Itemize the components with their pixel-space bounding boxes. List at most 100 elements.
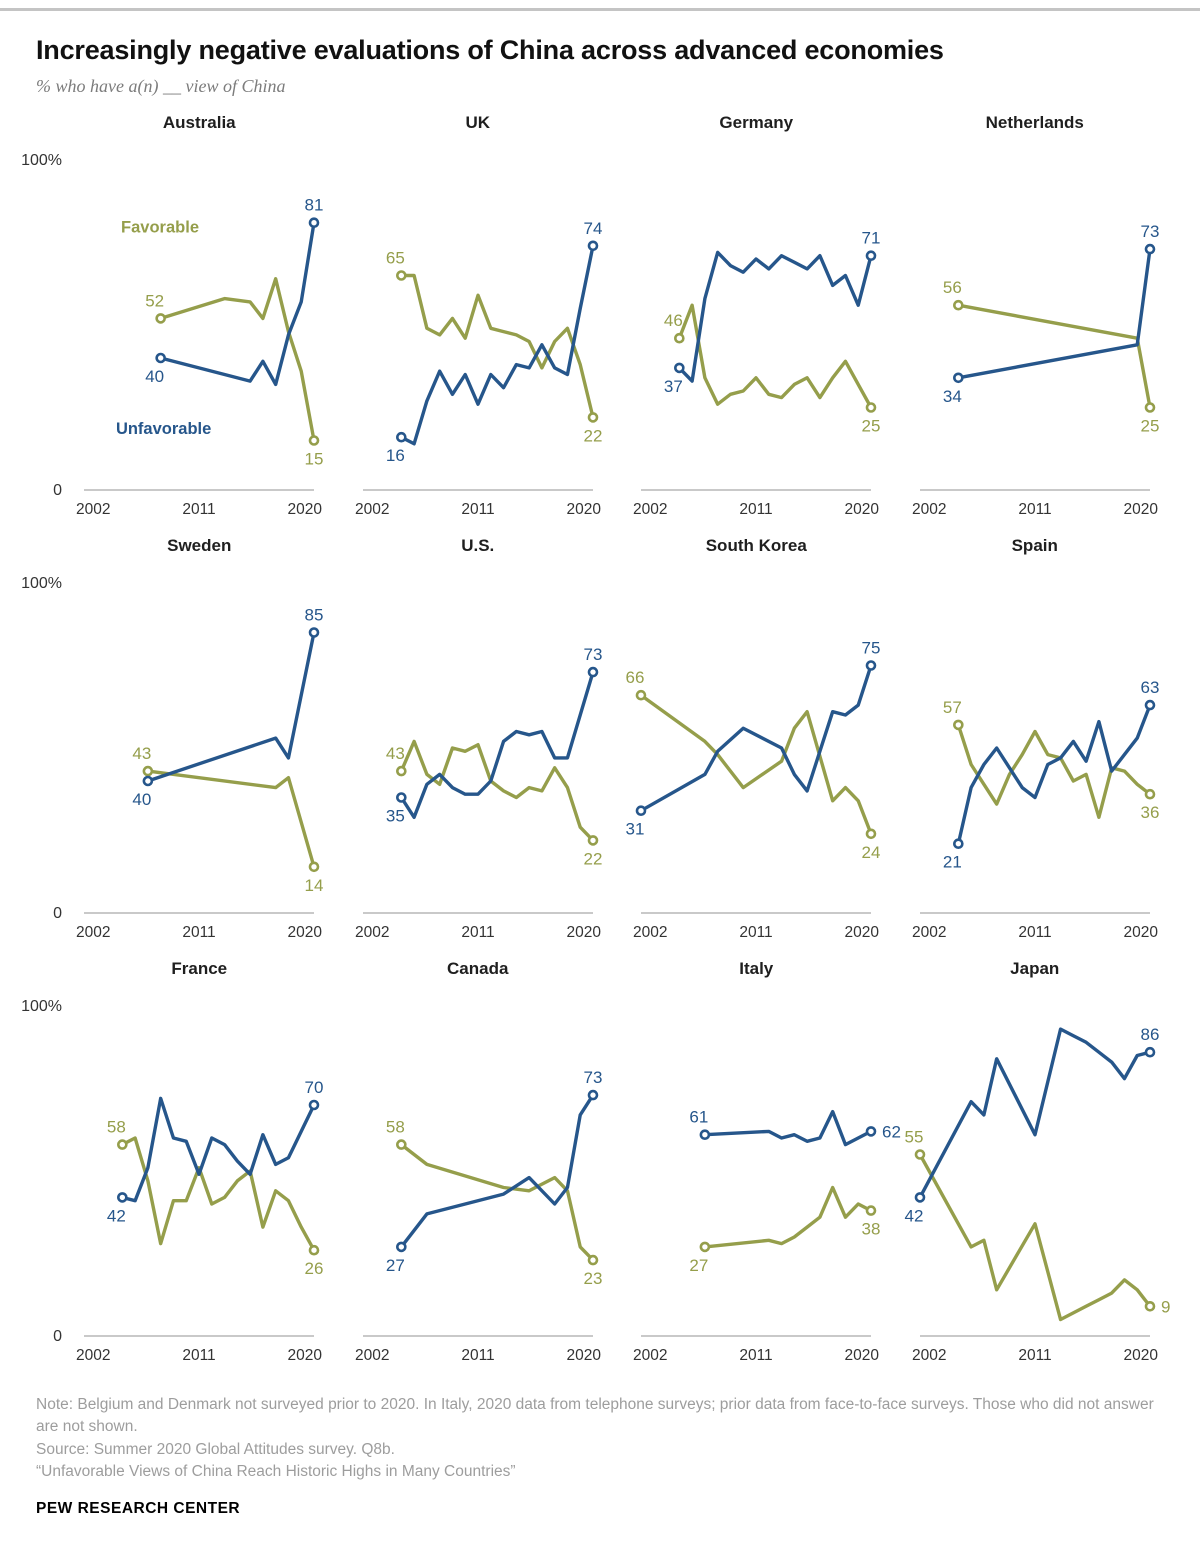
svg-text:2002: 2002 <box>76 501 110 518</box>
svg-text:2020: 2020 <box>1123 1347 1158 1364</box>
svg-text:22: 22 <box>583 426 602 445</box>
line-chart: 2002 2011 2020 46 25 37 71 <box>633 229 881 518</box>
svg-text:40: 40 <box>145 367 164 386</box>
note-line: Source: Summer 2020 Global Attitudes sur… <box>36 1440 395 1458</box>
svg-text:42: 42 <box>107 1206 126 1225</box>
svg-text:2002: 2002 <box>633 501 667 518</box>
svg-text:2020: 2020 <box>1123 501 1158 518</box>
svg-text:86: 86 <box>1140 1025 1159 1044</box>
svg-text:75: 75 <box>862 639 881 658</box>
svg-text:2011: 2011 <box>183 1347 216 1364</box>
page-container: Increasingly negative evaluations of Chi… <box>0 35 1200 1518</box>
svg-text:2002: 2002 <box>912 924 946 941</box>
svg-text:58: 58 <box>386 1118 405 1137</box>
line-chart: 2002 2011 2020 100% 0 43 14 40 85 <box>21 575 324 941</box>
line-chart: 2002 2011 2020 27 38 61 62 <box>633 1108 901 1364</box>
svg-text:57: 57 <box>943 698 962 717</box>
chart-panel: U.S. 2002 2011 2020 43 22 35 73 <box>343 536 614 943</box>
chart-subtitle: % who have a(n) __ view of China <box>36 76 286 96</box>
line-chart: 2002 2011 2020 58 23 27 73 <box>355 1068 602 1364</box>
svg-text:38: 38 <box>862 1220 881 1239</box>
chart-panel: Australia 2002 2011 2020 100% 0 Favorable Unfa… <box>21 113 335 520</box>
svg-text:34: 34 <box>943 387 962 406</box>
chart-panel: Canada 2002 2011 2020 58 23 27 73 <box>343 959 614 1366</box>
svg-text:100%: 100% <box>21 575 62 592</box>
chart-panel: Sweden 2002 2011 2020 100% 0 43 14 40 85 <box>21 536 335 943</box>
svg-text:61: 61 <box>690 1108 709 1127</box>
line-chart: 2002 2011 2020 100% 0 Favorable Unfavorable 52 1… <box>21 152 324 518</box>
svg-text:15: 15 <box>305 450 324 469</box>
svg-text:81: 81 <box>305 196 324 215</box>
svg-text:2002: 2002 <box>355 1347 389 1364</box>
chart-title: South Korea <box>705 536 807 555</box>
svg-text:65: 65 <box>386 249 405 268</box>
svg-text:Favorable: Favorable <box>121 219 199 237</box>
chart-title: Canada <box>447 959 509 978</box>
svg-text:62: 62 <box>882 1122 901 1141</box>
svg-text:73: 73 <box>1140 222 1159 241</box>
svg-text:25: 25 <box>1140 417 1159 436</box>
svg-text:2002: 2002 <box>912 501 946 518</box>
chart-title: Sweden <box>167 536 232 555</box>
svg-text:2011: 2011 <box>740 1347 773 1364</box>
svg-text:21: 21 <box>943 853 962 872</box>
svg-text:2011: 2011 <box>1018 501 1051 518</box>
svg-text:2002: 2002 <box>912 1347 946 1364</box>
svg-text:25: 25 <box>862 417 881 436</box>
line-chart: 2002 2011 2020 43 22 35 73 <box>355 645 602 941</box>
line-chart: 2002 2011 2020 55 9 42 86 <box>904 1025 1170 1364</box>
svg-text:2020: 2020 <box>288 501 323 518</box>
svg-text:100%: 100% <box>21 998 62 1015</box>
top-divider <box>0 8 1200 11</box>
svg-text:71: 71 <box>862 229 881 248</box>
chart-title: UK <box>465 113 491 132</box>
svg-text:23: 23 <box>583 1269 602 1288</box>
svg-text:2011: 2011 <box>461 1347 494 1364</box>
line-chart: 2002 2011 2020 57 36 21 63 <box>912 678 1159 941</box>
svg-text:42: 42 <box>904 1206 923 1225</box>
svg-text:2011: 2011 <box>1018 924 1051 941</box>
svg-text:0: 0 <box>53 905 62 922</box>
svg-text:14: 14 <box>305 876 324 895</box>
svg-text:24: 24 <box>862 843 881 862</box>
chart-title: Germany <box>719 113 794 132</box>
chart-panel: UK 2002 2011 2020 65 22 16 74 <box>343 113 614 520</box>
chart-panel: Japan 2002 2011 2020 55 9 42 86 <box>900 959 1170 1366</box>
svg-text:73: 73 <box>583 1068 602 1087</box>
svg-text:Unfavorable: Unfavorable <box>116 420 211 438</box>
svg-text:55: 55 <box>904 1128 923 1147</box>
svg-text:2011: 2011 <box>1018 1347 1051 1364</box>
svg-text:56: 56 <box>943 278 962 297</box>
line-chart: 2002 2011 2020 66 24 31 75 <box>626 639 881 942</box>
svg-text:2020: 2020 <box>845 501 880 518</box>
svg-text:22: 22 <box>583 849 602 868</box>
svg-text:2011: 2011 <box>740 924 773 941</box>
svg-text:2020: 2020 <box>566 501 601 518</box>
svg-text:2002: 2002 <box>76 924 110 941</box>
svg-text:2011: 2011 <box>183 501 216 518</box>
svg-text:70: 70 <box>305 1078 324 1097</box>
svg-text:2002: 2002 <box>355 924 389 941</box>
svg-text:2020: 2020 <box>566 1347 601 1364</box>
svg-text:73: 73 <box>583 645 602 664</box>
page-title: Increasingly negative evaluations of Chi… <box>36 35 944 65</box>
svg-text:2002: 2002 <box>633 1347 667 1364</box>
svg-text:35: 35 <box>386 807 405 826</box>
chart-panel: Spain 2002 2011 2020 57 36 21 63 <box>900 536 1171 943</box>
svg-text:100%: 100% <box>21 152 62 169</box>
svg-text:2020: 2020 <box>566 924 601 941</box>
chart-title: Australia <box>162 113 236 132</box>
chart-title: France <box>171 959 228 978</box>
line-chart: 2002 2011 2020 65 22 16 74 <box>355 219 602 518</box>
svg-text:52: 52 <box>145 291 164 310</box>
line-chart: 2002 2011 2020 100% 0 58 26 42 70 <box>21 998 324 1364</box>
note-line: “Unfavorable Views of China Reach Histor… <box>36 1463 516 1481</box>
svg-text:9: 9 <box>1161 1297 1170 1316</box>
chart-title: Spain <box>1011 536 1058 555</box>
chart-notes: Note: Belgium and Denmark not surveyed p… <box>36 1394 1166 1484</box>
svg-text:31: 31 <box>626 820 645 839</box>
svg-text:0: 0 <box>53 1328 62 1345</box>
svg-text:27: 27 <box>690 1256 709 1275</box>
svg-text:85: 85 <box>305 606 324 625</box>
svg-text:58: 58 <box>107 1118 126 1137</box>
